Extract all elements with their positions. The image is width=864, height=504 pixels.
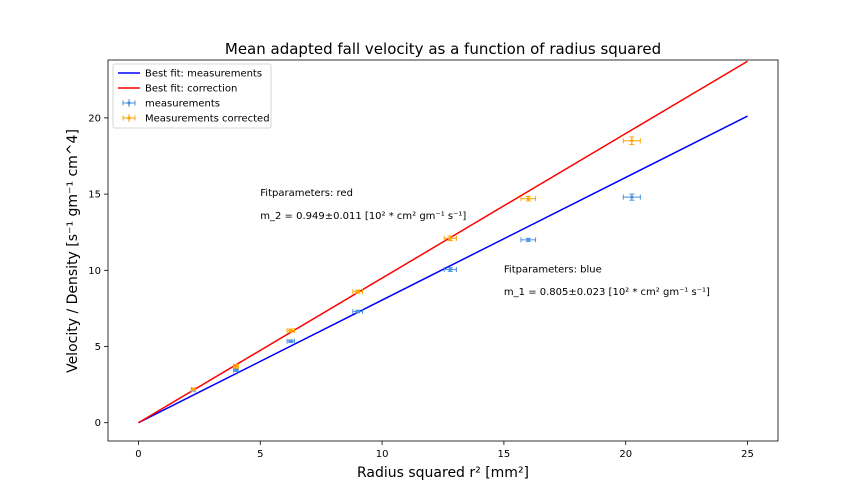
data-point bbox=[352, 308, 364, 314]
annotation-text: Fitparameters: blue bbox=[504, 264, 602, 275]
point-marker bbox=[526, 197, 530, 201]
annotations: Fitparameters: red m_2 = 0.949±0.011 [10²… bbox=[260, 188, 710, 298]
legend-entry-label: Best fit: correction bbox=[145, 84, 237, 95]
point-marker bbox=[448, 236, 452, 240]
y-tick-label: 5 bbox=[95, 342, 101, 353]
legend-marker bbox=[127, 116, 131, 120]
data-point bbox=[622, 193, 641, 201]
y-tick-label: 15 bbox=[88, 190, 101, 201]
x-tick-label: 25 bbox=[741, 449, 754, 460]
legend-entry-label: Best fit: measurements bbox=[145, 69, 262, 80]
point-marker bbox=[526, 238, 530, 242]
chart-title: Mean adapted fall velocity as a function… bbox=[225, 40, 661, 58]
legend-entry-label: Measurements corrected bbox=[145, 114, 270, 125]
point-marker bbox=[630, 195, 634, 199]
y-axis-label: Velocity / Density [s⁻¹ gm⁻¹ cm^4] bbox=[65, 129, 81, 373]
x-tick-label: 15 bbox=[498, 449, 511, 460]
data-point bbox=[443, 235, 457, 242]
x-tick-label: 10 bbox=[376, 449, 389, 460]
data-point bbox=[286, 328, 295, 334]
annotation-text: m_2 = 0.949±0.011 [10² * cm² gm⁻¹ s⁻¹] bbox=[260, 211, 466, 222]
y-tick-label: 20 bbox=[88, 113, 101, 124]
fit-lines bbox=[138, 60, 748, 424]
data-point bbox=[352, 289, 364, 295]
point-marker bbox=[289, 339, 293, 343]
data-point bbox=[622, 136, 641, 146]
legend-marker bbox=[127, 101, 131, 105]
x-tick-label: 20 bbox=[619, 449, 632, 460]
legend-box bbox=[112, 63, 272, 129]
x-axis: 0 5 10 15 20 25 bbox=[135, 441, 754, 460]
x-tick-label: 0 bbox=[135, 449, 141, 460]
point-marker bbox=[234, 368, 238, 372]
legend-errorbar-swatch bbox=[122, 99, 136, 107]
legend-errorbar-swatch bbox=[122, 114, 136, 122]
data-point bbox=[520, 195, 537, 202]
x-tick-label: 5 bbox=[257, 449, 263, 460]
point-marker bbox=[234, 364, 238, 368]
point-marker bbox=[289, 328, 293, 333]
data-point bbox=[443, 267, 457, 273]
data-points bbox=[190, 136, 641, 393]
point-marker bbox=[191, 387, 195, 391]
legend: Best fit: measurements Best fit: correcti… bbox=[112, 63, 272, 129]
legend-entry-label: measurements bbox=[145, 99, 220, 110]
point-marker bbox=[356, 290, 360, 294]
point-marker bbox=[356, 309, 360, 314]
data-point bbox=[520, 237, 537, 243]
data-point bbox=[190, 386, 196, 392]
y-axis: 0 5 10 15 20 bbox=[88, 113, 108, 429]
y-tick-label: 0 bbox=[95, 418, 101, 429]
point-marker bbox=[448, 267, 452, 272]
fit-line bbox=[138, 115, 748, 424]
annotation-text: m_1 = 0.805±0.023 [10² * cm² gm⁻¹ s⁻¹] bbox=[504, 287, 710, 298]
data-point bbox=[232, 363, 239, 369]
point-marker bbox=[630, 139, 634, 143]
annotation-text: Fitparameters: red bbox=[260, 188, 353, 199]
data-point bbox=[286, 338, 295, 344]
x-axis-label: Radius squared r² [mm²] bbox=[357, 465, 529, 481]
fit-line bbox=[138, 60, 748, 424]
y-tick-label: 10 bbox=[88, 266, 101, 277]
